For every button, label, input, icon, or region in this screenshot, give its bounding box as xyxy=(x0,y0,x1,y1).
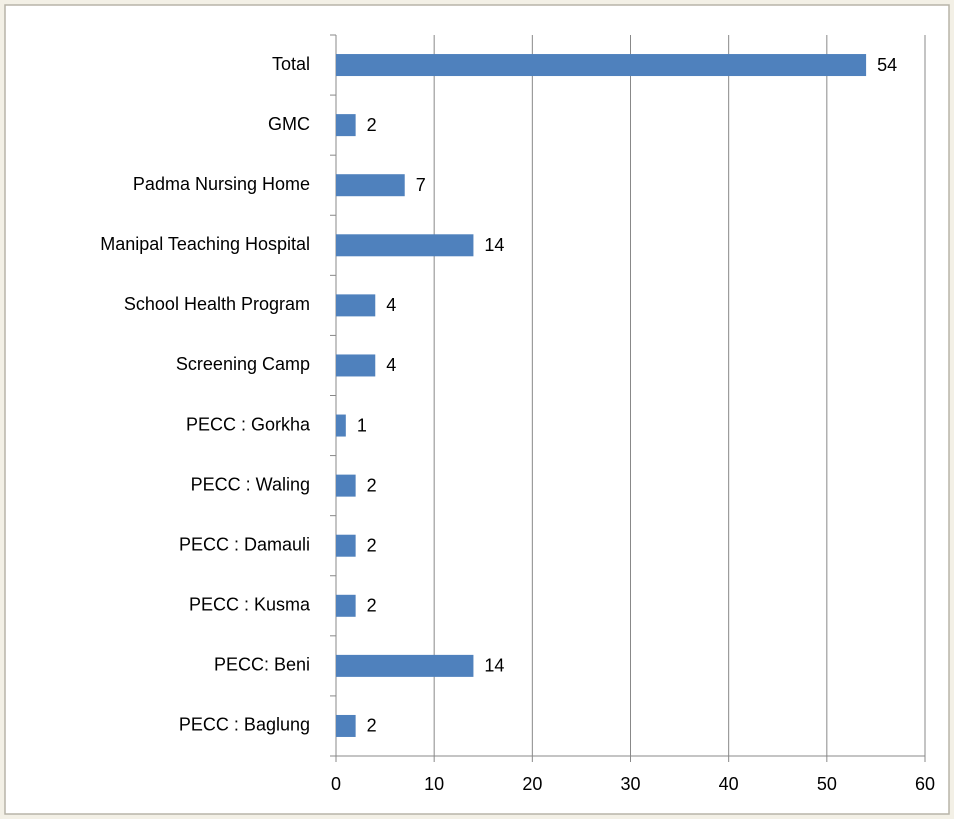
x-tick-label: 20 xyxy=(522,774,542,794)
y-tick-label: PECC : Kusma xyxy=(189,595,311,615)
bar xyxy=(336,354,376,377)
bar xyxy=(336,294,376,317)
data-label: 2 xyxy=(367,716,377,736)
bar xyxy=(336,114,356,137)
bar xyxy=(336,594,356,617)
y-tick-label: School Health Program xyxy=(124,294,310,314)
x-tick-label: 0 xyxy=(331,774,341,794)
data-label: 4 xyxy=(386,295,396,315)
data-label: 54 xyxy=(877,55,897,75)
x-tick-label: 10 xyxy=(424,774,444,794)
x-tick-label: 40 xyxy=(719,774,739,794)
data-label: 2 xyxy=(367,535,377,555)
y-tick-label: Padma Nursing Home xyxy=(133,174,310,194)
y-tick-label: PECC : Damauli xyxy=(179,534,310,554)
y-tick-label: Manipal Teaching Hospital xyxy=(100,234,310,254)
y-tick-label: PECC: Beni xyxy=(214,655,310,675)
data-label: 1 xyxy=(357,415,367,435)
data-label: 14 xyxy=(484,656,504,676)
x-tick-label: 50 xyxy=(817,774,837,794)
data-label: 14 xyxy=(484,235,504,255)
y-tick-label: Screening Camp xyxy=(176,354,310,374)
y-tick-label: PECC : Waling xyxy=(191,474,310,494)
bar xyxy=(336,54,867,77)
y-tick-label: PECC : Gorkha xyxy=(186,414,311,434)
bar xyxy=(336,474,356,497)
data-label: 2 xyxy=(367,596,377,616)
data-label: 7 xyxy=(416,175,426,195)
bar xyxy=(336,174,405,197)
y-tick-label: Total xyxy=(272,54,310,74)
y-tick-label: GMC xyxy=(268,114,310,134)
bar xyxy=(336,534,356,557)
data-label: 2 xyxy=(367,115,377,135)
data-label: 4 xyxy=(386,355,396,375)
bar xyxy=(336,234,474,257)
chart-frame xyxy=(4,4,950,815)
y-tick-label: PECC : Baglung xyxy=(179,715,310,735)
x-tick-label: 60 xyxy=(915,774,935,794)
bar xyxy=(336,714,356,737)
x-tick-label: 30 xyxy=(620,774,640,794)
data-label: 2 xyxy=(367,475,377,495)
bar xyxy=(336,414,346,437)
bar xyxy=(336,654,474,677)
